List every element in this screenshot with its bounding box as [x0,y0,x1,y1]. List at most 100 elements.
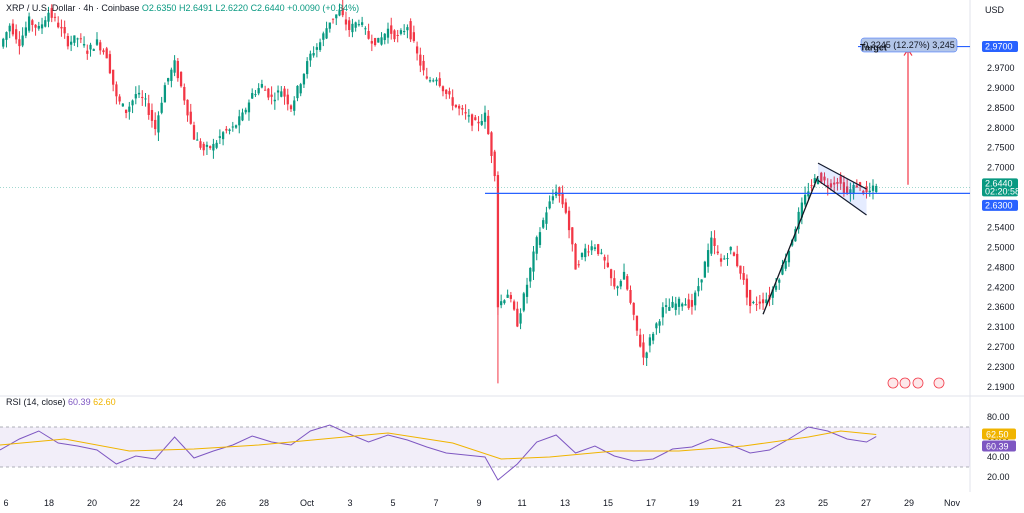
support-tag-bg [982,199,1018,211]
candle-body [403,31,406,33]
y-tick-label: 2.8500 [987,103,1015,113]
candle-body [600,252,603,254]
candle-body [170,69,173,81]
open-value: O2.6350 [141,3,177,13]
candle-body [464,112,467,114]
candle-body [626,276,629,290]
candle-body [745,278,749,298]
candle-body [684,304,687,306]
candle-body [293,100,296,111]
rsi-tick-label: 80.00 [987,412,1010,422]
candle-body [506,294,509,298]
candle-body [697,286,700,292]
candle-body [761,299,765,304]
candle-body [306,61,309,75]
candle-body [652,333,655,341]
x-tick-label: Oct [300,498,315,508]
candle-body [645,352,648,359]
candle-body [331,18,335,20]
candle-body [487,115,490,135]
candle-body [729,246,732,251]
candle-body [545,212,548,224]
rsi-header: RSI (14, close) 60.39 62.60 [6,397,116,407]
candle-body [205,144,209,147]
candle-body [435,79,438,82]
candle-body [286,94,289,105]
candle-body [749,289,752,306]
candle-body [254,94,257,96]
x-tick-label: 3 [347,498,352,508]
candle-body [525,284,529,297]
support-tag-text: 2.6300 [985,200,1013,210]
candle-body [458,105,461,109]
symbol-title: XRP / U.S. Dollar · 4h · Coinbase [6,3,140,13]
candle-body [212,143,215,151]
candle-body [202,143,205,151]
candle-body [687,299,690,309]
candle-body [742,273,745,280]
candle-body [92,49,95,51]
candle-body [108,54,112,74]
y-tick-label: 2.5400 [987,222,1015,232]
candle-body [774,285,778,290]
candle-body [218,136,221,138]
candle-body [833,182,836,185]
candle-body [322,33,325,40]
candle-body [655,323,658,329]
candle-body [661,307,664,318]
candle-body [380,37,383,45]
candle-body [128,106,131,112]
candle-body [500,301,503,306]
y-tick-label: 2.4800 [987,262,1015,272]
candle-body [483,112,487,122]
candle-body [875,186,878,193]
candle-body [470,114,474,126]
candle-body [846,186,849,193]
candle-body [800,202,803,218]
x-tick-label: 23 [775,498,785,508]
candle-body [771,289,774,298]
candle-body [176,60,179,79]
candle-body [677,298,681,307]
candle-body [409,21,412,40]
rsi-tag-text: 60.39 [986,442,1009,452]
candle-body [270,94,273,97]
x-tick-label: 13 [560,498,570,508]
candle-body [396,34,399,36]
candle-body [228,129,231,131]
candle-body [95,39,99,45]
candle-body [377,37,380,43]
candle-body [160,102,163,113]
candle-body [273,99,276,102]
candle-body [823,176,826,181]
candle-body [580,253,584,258]
candle-body [244,109,247,113]
x-tick-label: 7 [433,498,438,508]
candle-body [105,48,108,59]
x-tick-label: 29 [904,498,914,508]
candle-body [820,172,823,183]
event-flag-icon [933,377,945,389]
candle-body [199,141,202,148]
candle-body [496,175,500,308]
candle-body [797,211,800,230]
candle-body [632,302,635,315]
y-tick-label: 2.9000 [987,83,1015,93]
candle-body [121,103,124,107]
rsi-line [0,424,877,481]
candle-body [144,98,147,100]
candle-body [584,248,587,258]
candle-body [302,73,306,85]
candle-body [173,60,176,73]
y-tick-label: 2.8000 [987,123,1015,133]
x-tick-label: 25 [818,498,828,508]
candle-body [238,116,241,126]
candle-body [694,292,697,306]
candle-body [432,80,435,82]
candle-body [816,179,820,185]
candle-body [664,305,668,307]
candle-body [616,286,619,289]
candle-body [422,60,425,71]
